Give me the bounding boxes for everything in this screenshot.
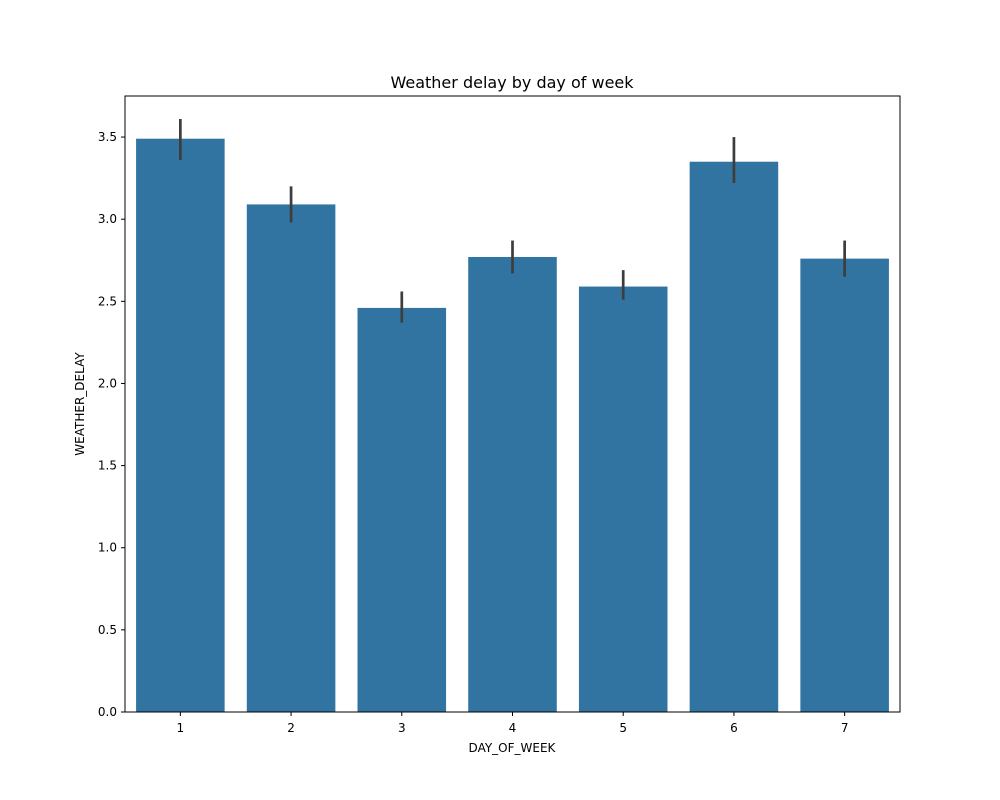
x-axis-label: DAY_OF_WEEK — [469, 741, 557, 755]
bar — [800, 258, 889, 712]
bar — [246, 204, 336, 713]
x-tick-label: 4 — [509, 721, 517, 735]
x-axis: 1 2 3 4 5 6 7 — [177, 712, 849, 735]
plot-area — [136, 119, 889, 713]
bar — [689, 161, 779, 712]
y-tick-label: 0.5 — [98, 623, 117, 637]
x-tick-label: 7 — [841, 721, 849, 735]
y-tick-label: 1.5 — [98, 459, 117, 473]
y-axis: 0.0 0.5 1.0 1.5 2.0 2.5 3.0 3.5 — [98, 130, 125, 719]
bar — [468, 256, 557, 712]
plot-frame — [124, 95, 901, 713]
bar — [578, 286, 668, 712]
y-tick-label: 1.0 — [98, 541, 117, 555]
y-tick-label: 3.5 — [98, 130, 117, 144]
y-axis-label: WEATHER_DELAY — [73, 352, 87, 456]
y-tick-label: 0.0 — [98, 705, 117, 719]
chart-title: Weather delay by day of week — [390, 73, 634, 92]
y-tick-label: 3.0 — [98, 212, 117, 226]
x-tick-label: 2 — [287, 721, 295, 735]
y-tick-label: 2.5 — [98, 294, 117, 308]
x-tick-label: 1 — [177, 721, 185, 735]
bar — [136, 138, 225, 712]
x-tick-label: 3 — [398, 721, 406, 735]
bar — [357, 307, 447, 712]
x-tick-label: 6 — [730, 721, 738, 735]
x-tick-label: 5 — [619, 721, 627, 735]
y-tick-label: 2.0 — [98, 376, 117, 390]
